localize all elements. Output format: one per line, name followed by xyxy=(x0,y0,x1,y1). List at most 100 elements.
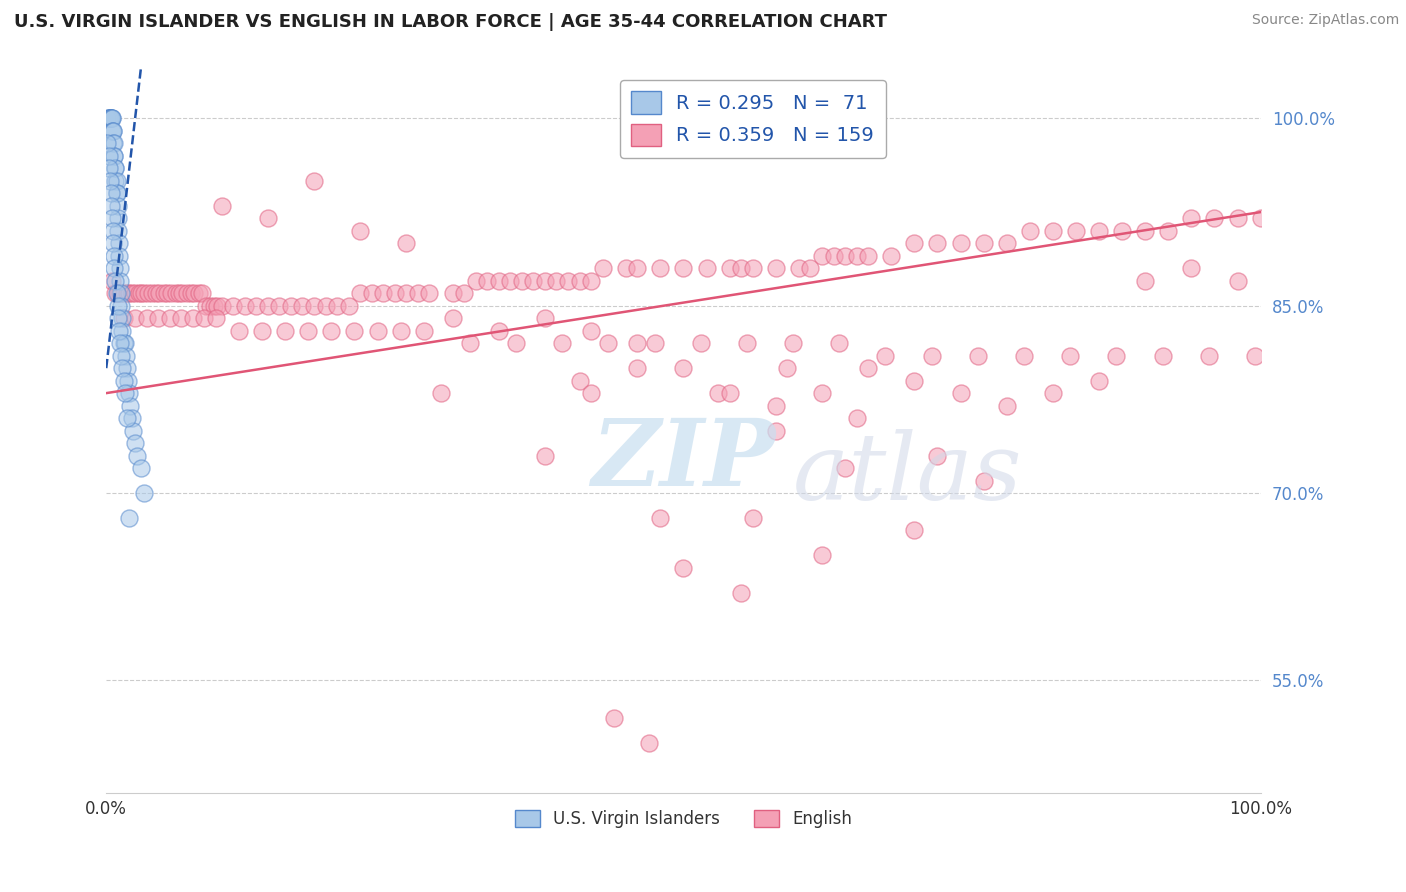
Point xyxy=(120,399,142,413)
Point xyxy=(718,386,741,401)
Point xyxy=(104,174,127,188)
Text: ZIP: ZIP xyxy=(591,415,775,505)
Point xyxy=(211,299,233,313)
Point xyxy=(100,186,122,201)
Point xyxy=(124,436,146,450)
Point xyxy=(101,124,124,138)
Point xyxy=(98,174,121,188)
Point xyxy=(108,236,131,251)
Point xyxy=(187,286,209,301)
Point xyxy=(488,274,510,288)
Point xyxy=(1135,224,1157,238)
Point xyxy=(101,274,124,288)
Point xyxy=(337,299,360,313)
Point xyxy=(787,261,810,276)
Point xyxy=(672,361,695,376)
Point xyxy=(118,286,141,301)
Point xyxy=(644,336,666,351)
Point xyxy=(973,474,995,488)
Point xyxy=(115,349,138,363)
Point xyxy=(534,449,557,463)
Point xyxy=(141,286,163,301)
Point xyxy=(98,112,121,126)
Point xyxy=(112,374,135,388)
Point xyxy=(551,336,574,351)
Point xyxy=(107,299,129,313)
Point xyxy=(735,336,758,351)
Point xyxy=(718,261,741,276)
Point xyxy=(107,286,129,301)
Point xyxy=(1059,349,1081,363)
Point xyxy=(101,112,124,126)
Point xyxy=(626,336,648,351)
Point xyxy=(129,286,152,301)
Point xyxy=(765,424,787,438)
Point xyxy=(927,236,949,251)
Point xyxy=(614,261,637,276)
Point xyxy=(127,449,149,463)
Point xyxy=(811,549,834,563)
Point xyxy=(112,311,135,326)
Point xyxy=(1198,349,1220,363)
Point xyxy=(349,286,371,301)
Point xyxy=(1180,261,1202,276)
Point xyxy=(110,349,132,363)
Point xyxy=(101,124,124,138)
Point xyxy=(966,349,988,363)
Point xyxy=(103,149,125,163)
Point xyxy=(534,311,557,326)
Point xyxy=(672,561,695,575)
Point xyxy=(1088,374,1111,388)
Point xyxy=(823,249,845,263)
Point xyxy=(1226,274,1249,288)
Point xyxy=(97,149,120,163)
Point xyxy=(488,324,510,338)
Point xyxy=(637,736,659,750)
Point xyxy=(145,286,167,301)
Point xyxy=(198,299,221,313)
Point xyxy=(124,311,146,326)
Point xyxy=(98,112,121,126)
Point xyxy=(360,286,382,301)
Point xyxy=(302,174,325,188)
Point xyxy=(579,274,602,288)
Point xyxy=(96,136,118,151)
Point xyxy=(183,286,205,301)
Point xyxy=(107,224,129,238)
Point xyxy=(441,311,464,326)
Point xyxy=(776,361,799,376)
Point xyxy=(194,299,217,313)
Point xyxy=(104,161,127,176)
Point xyxy=(707,386,730,401)
Point xyxy=(650,511,672,525)
Point xyxy=(176,286,198,301)
Point xyxy=(105,174,128,188)
Point xyxy=(1180,211,1202,226)
Point xyxy=(672,261,695,276)
Point xyxy=(257,299,280,313)
Point xyxy=(995,236,1018,251)
Point xyxy=(343,324,366,338)
Point xyxy=(406,286,429,301)
Point xyxy=(395,236,418,251)
Point xyxy=(101,224,124,238)
Text: atlas: atlas xyxy=(793,429,1022,519)
Point xyxy=(111,324,134,338)
Point xyxy=(100,112,122,126)
Point xyxy=(108,249,131,263)
Point xyxy=(903,236,925,251)
Point xyxy=(834,461,856,475)
Point xyxy=(453,286,475,301)
Point xyxy=(98,112,121,126)
Point xyxy=(834,249,856,263)
Point xyxy=(101,136,124,151)
Point xyxy=(104,161,127,176)
Point xyxy=(100,199,122,213)
Point xyxy=(1250,211,1272,226)
Point xyxy=(97,112,120,126)
Legend: U.S. Virgin Islanders, English: U.S. Virgin Islanders, English xyxy=(509,804,859,835)
Point xyxy=(205,311,228,326)
Point xyxy=(129,461,152,475)
Point xyxy=(115,286,138,301)
Point xyxy=(124,286,146,301)
